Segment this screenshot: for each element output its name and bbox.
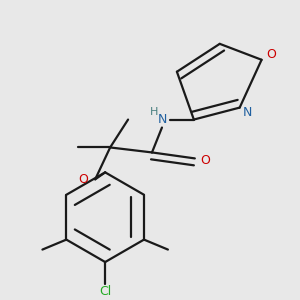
Text: N: N — [243, 106, 252, 119]
Text: O: O — [78, 173, 88, 186]
Text: Cl: Cl — [99, 285, 111, 298]
Text: O: O — [267, 48, 277, 61]
Text: N: N — [157, 113, 167, 126]
Text: H: H — [150, 106, 158, 117]
Text: O: O — [200, 154, 210, 167]
